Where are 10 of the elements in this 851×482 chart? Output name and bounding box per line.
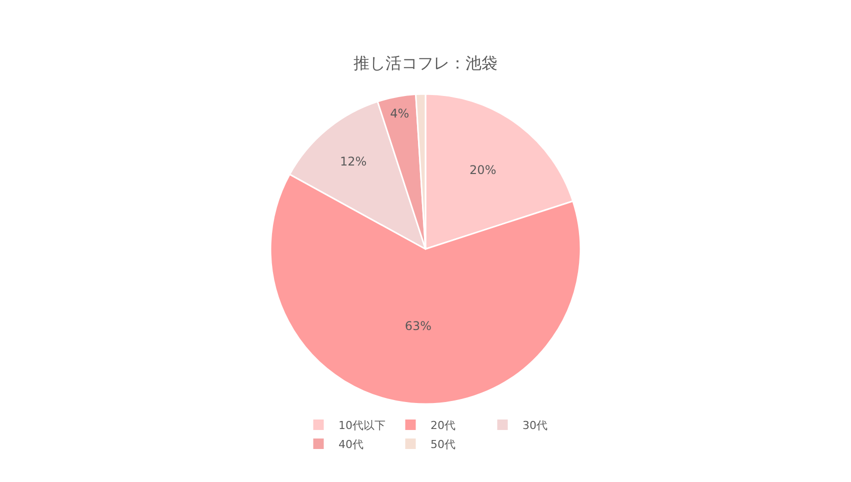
data-label: 20% (470, 163, 496, 178)
chart-title: 推し活コフレ：池袋 (354, 53, 498, 72)
legend-label: 50代 (430, 438, 456, 451)
data-label: 63% (404, 319, 432, 334)
data-label: 12% (340, 154, 367, 169)
legend-label: 10代以下 (338, 418, 386, 432)
legend-label: 20代 (430, 418, 456, 432)
legend-label: 30代 (522, 418, 548, 432)
data-label: 4% (390, 106, 410, 121)
legend-label: 40代 (338, 438, 364, 451)
